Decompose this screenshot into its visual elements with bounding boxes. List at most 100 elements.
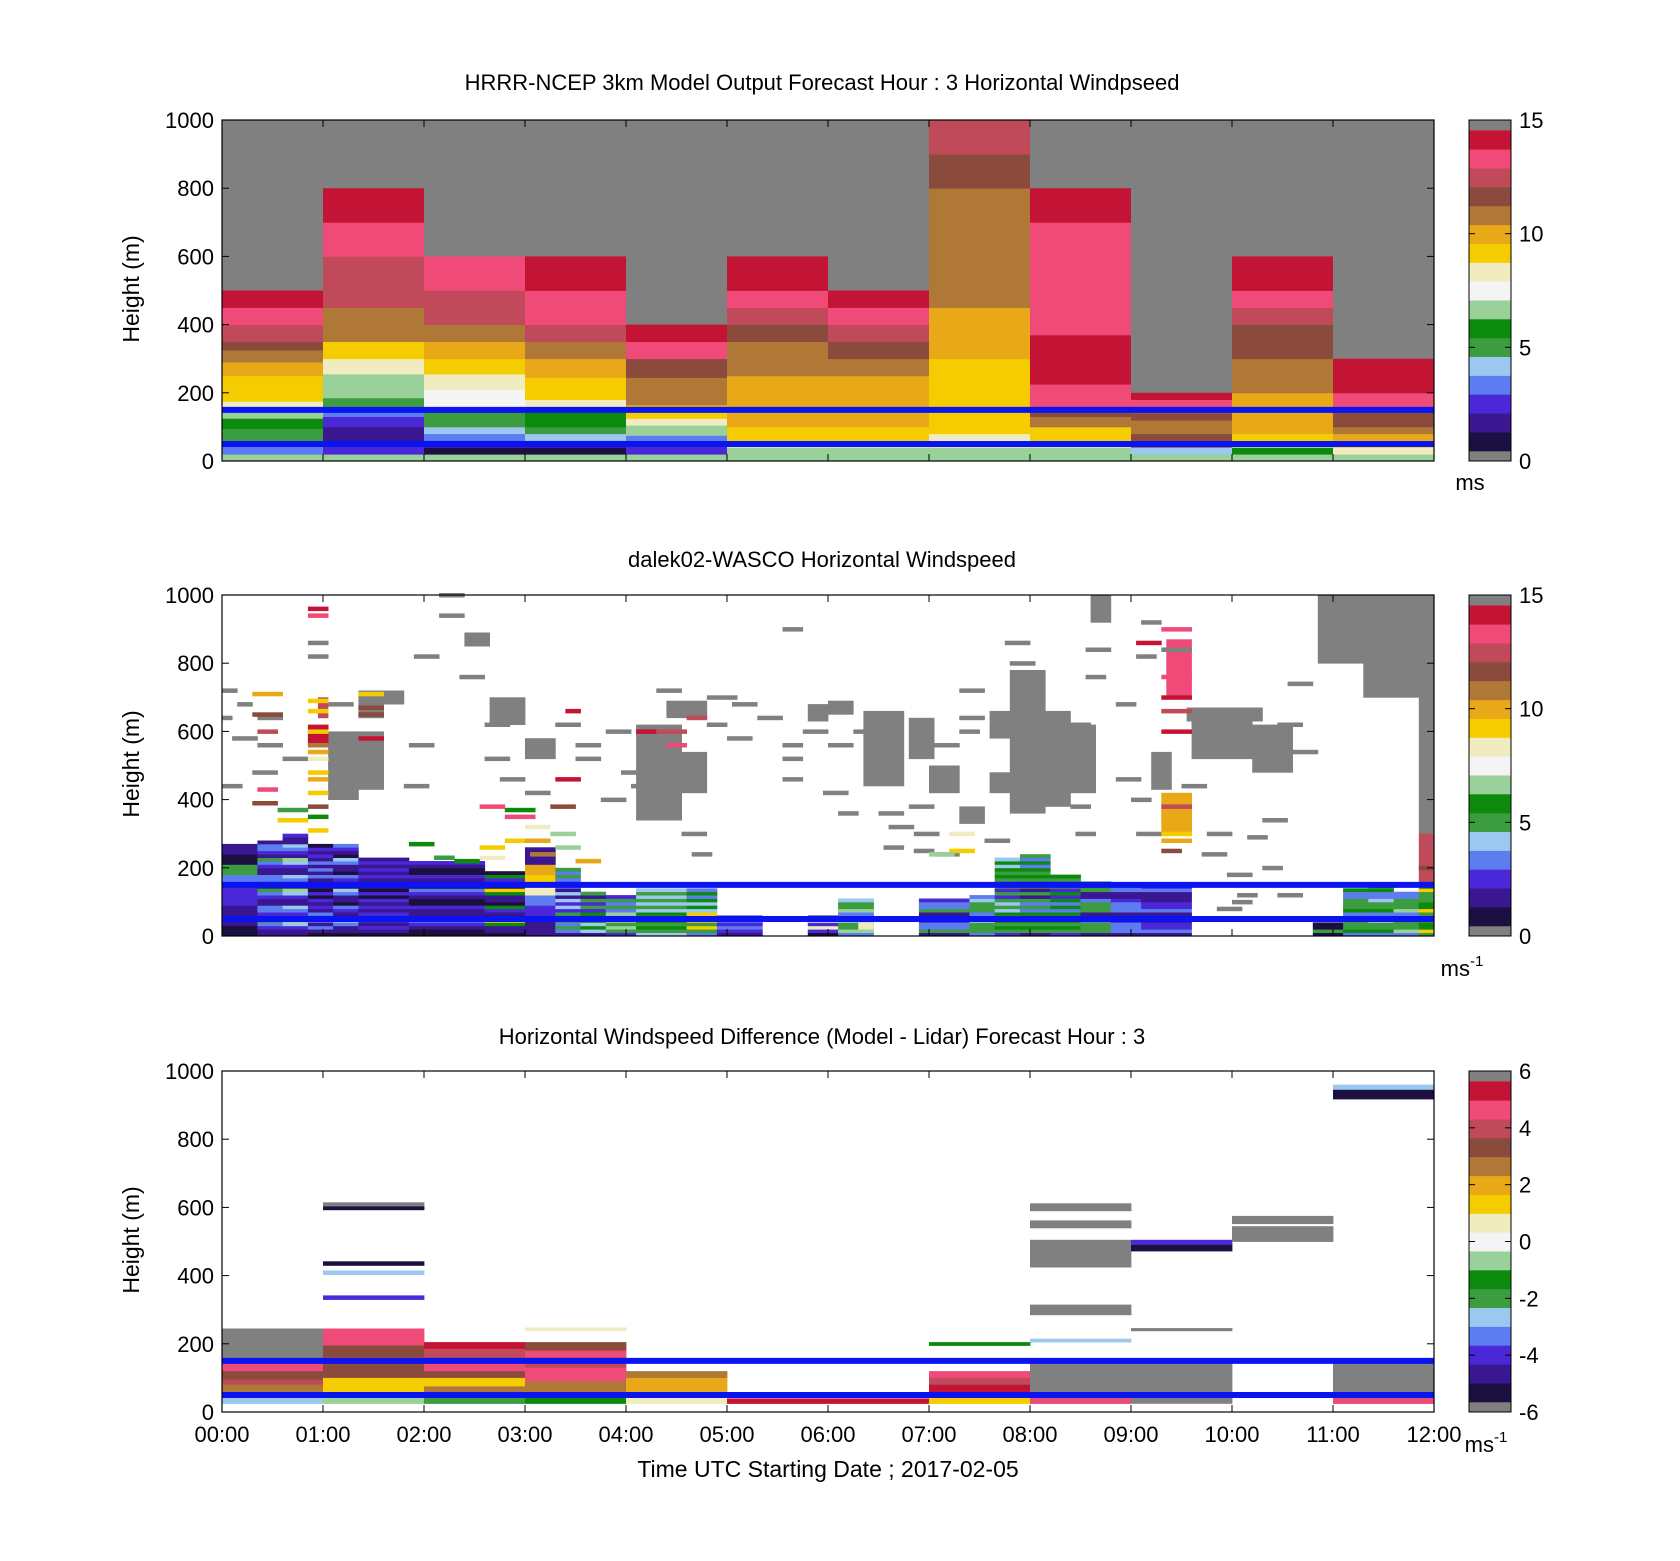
x-tick-label: 04:00 — [598, 1422, 653, 1447]
model-cell — [1232, 324, 1334, 342]
x-tick-label: 10:00 — [1204, 1422, 1259, 1447]
lidar-streak — [222, 688, 238, 693]
model-cell — [929, 188, 1031, 223]
lidar-streak-color — [479, 804, 506, 809]
lidar-cell — [222, 857, 258, 862]
colorbar-tick-label: 0 — [1519, 924, 1531, 949]
lidar-streak — [237, 702, 253, 707]
model-cell — [1232, 392, 1334, 411]
lidar-cell — [525, 908, 556, 913]
model-cell — [222, 341, 324, 351]
x-tick-label: 02:00 — [396, 1422, 451, 1447]
colorbar-cap-top — [1469, 120, 1511, 131]
lidar-block — [1161, 792, 1192, 835]
lidar-block — [681, 751, 708, 794]
lidar-cell — [580, 901, 607, 906]
lidar-cell — [636, 895, 687, 899]
lidar-cell — [918, 908, 970, 913]
lidar-cell — [605, 932, 637, 937]
lidar-cell — [555, 908, 581, 913]
lidar-block — [828, 700, 854, 715]
lidar-streak — [1232, 899, 1253, 905]
model-cell — [323, 426, 425, 440]
lidar-cell — [333, 857, 359, 862]
lidar-streak — [1050, 743, 1076, 748]
model-cell — [929, 392, 1031, 411]
lidar-cell — [918, 932, 970, 937]
model-cell — [525, 409, 627, 421]
lidar-streak-color — [307, 743, 329, 748]
colorbar-segment — [1469, 869, 1511, 889]
panel-difference-colorbar: -6 -4 -2 0 2 4 6 — [1468, 1059, 1539, 1425]
lidar-streak — [1141, 620, 1162, 625]
colorbar-segment — [1469, 281, 1511, 301]
model-cell — [929, 358, 1031, 377]
lidar-cell — [1019, 925, 1051, 930]
lidar-cell — [605, 925, 637, 930]
lidar-streak — [959, 729, 980, 734]
model-cell — [626, 358, 728, 378]
model-cell — [727, 447, 829, 455]
lidar-cell — [1080, 925, 1112, 930]
lidar-streak-color — [307, 777, 329, 782]
model-cell — [727, 324, 829, 342]
model-cell — [323, 374, 425, 399]
model-no-data-cell — [525, 120, 627, 257]
lidar-cell — [1368, 922, 1394, 927]
lidar-cell — [969, 912, 995, 916]
lidar-cell — [1166, 898, 1192, 903]
lidar-streak-color — [1418, 865, 1435, 871]
model-cell — [1030, 188, 1132, 223]
lidar-streak-color — [307, 698, 329, 704]
model-cell — [323, 324, 425, 342]
model-cell — [1131, 447, 1233, 455]
lidar-streak — [853, 729, 879, 734]
lidar-cell — [686, 888, 718, 893]
lidar-cell — [838, 898, 874, 903]
lidar-cell — [408, 912, 486, 916]
lidar-cell — [918, 901, 970, 906]
lidar-cell — [555, 932, 581, 937]
lidar-cell — [1343, 891, 1369, 896]
difference-cell — [424, 1395, 526, 1404]
difference-cell — [1232, 1215, 1334, 1225]
lidar-cell — [555, 874, 581, 879]
lidar-block — [489, 697, 526, 725]
lidar-cell — [1141, 891, 1167, 896]
model-cell — [1030, 276, 1132, 302]
lidar-cell — [333, 905, 359, 910]
lidar-cell — [525, 864, 556, 869]
lidar-cell — [222, 878, 258, 882]
lidar-streak — [1075, 831, 1096, 837]
lidar-cell — [257, 908, 283, 913]
colorbar-segment — [1469, 356, 1511, 376]
lidar-streak-color — [1161, 627, 1192, 632]
lidar-cell — [918, 925, 970, 930]
lidar-streak-color — [1161, 729, 1192, 734]
lidar-streak — [459, 674, 485, 680]
lidar-cell — [1312, 929, 1344, 933]
lidar-cell — [838, 925, 874, 930]
lidar-streak — [1085, 647, 1112, 652]
difference-cell — [424, 1386, 526, 1394]
model-cell — [1030, 447, 1132, 455]
model-no-data-cell — [424, 120, 526, 257]
lidar-cell — [994, 888, 1021, 893]
lidar-cell — [1343, 922, 1369, 927]
model-cell — [424, 389, 526, 400]
lidar-cell — [1393, 901, 1420, 906]
model-cell — [929, 426, 1031, 435]
lidar-cell — [282, 925, 309, 930]
lidar-cell — [282, 912, 309, 916]
lidar-cell — [307, 901, 334, 906]
lidar-cell — [1080, 898, 1112, 903]
lidar-streak-color — [479, 855, 506, 860]
lidar-streak — [575, 756, 602, 762]
lidar-block — [358, 731, 384, 790]
lidar-cell — [555, 925, 581, 930]
lidar-cell — [333, 847, 359, 852]
lidar-cell — [222, 864, 258, 869]
panel-lidar-unit-base: ms — [1441, 956, 1470, 981]
lidar-cell — [1080, 905, 1112, 910]
lidar-cell — [807, 932, 839, 937]
